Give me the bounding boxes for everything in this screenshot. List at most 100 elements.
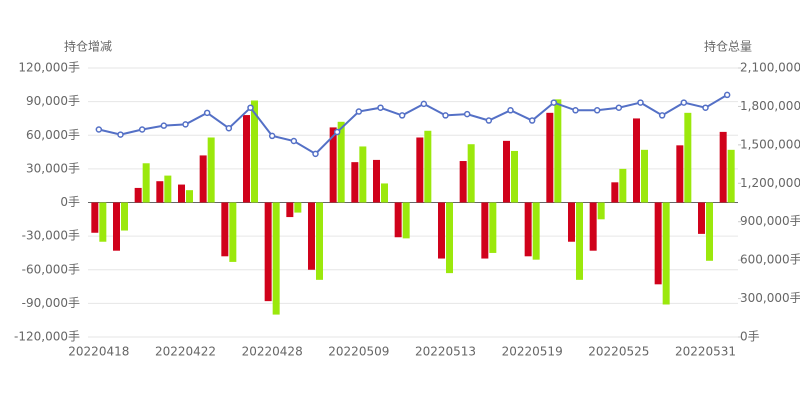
bar [641,149,648,203]
bar [619,168,627,203]
line-point [312,150,319,158]
line-point [268,132,276,140]
y-tick-label: -120,000手 [14,330,80,344]
bar [511,150,518,203]
bar [676,145,684,203]
bar [199,155,207,203]
line-point [398,112,406,119]
bar [546,112,554,203]
bar [438,202,445,259]
bar [99,202,107,242]
line-point [377,104,384,111]
x-tick-label: 20220422 [155,345,216,359]
y-tick-label: -90,000手 [22,296,80,310]
bar [156,181,164,203]
bar [316,202,323,280]
y2-axis-title: 持仓总量 [704,39,752,54]
line-point [95,126,103,133]
line-point [723,91,731,99]
line-point [333,128,341,136]
bar [524,202,532,257]
line-point [182,121,189,128]
y2-tick-label: 1,800,000手 [740,99,800,113]
line-point [160,122,168,129]
bar [329,127,337,203]
y2-tick-label: 900,000手 [740,214,800,228]
bar [719,131,727,203]
line-point [117,131,124,138]
bar [459,161,467,203]
bar [662,202,670,305]
bar [243,115,250,203]
x-tick-label: 20220509 [328,345,389,359]
y-axis-title: 持仓增减 [64,39,112,54]
bar [251,100,258,203]
bar [633,118,640,203]
bar [373,159,380,203]
bar [416,137,424,203]
bar [706,202,713,261]
bar [178,184,185,203]
line-point [507,107,514,114]
bar [576,202,583,280]
x-tick-label: 20220531 [675,345,736,359]
bar [424,130,432,203]
line-point [680,99,688,106]
bar [91,202,99,233]
line-point [225,124,233,132]
bar [402,202,410,239]
bar [611,182,619,203]
bar [272,202,280,315]
bar [264,202,272,302]
bar [286,202,294,218]
line-point [463,110,471,118]
line-point [290,137,298,145]
bar [684,112,692,203]
y2-tick-label: 1,200,000手 [740,176,800,190]
bar [554,99,562,203]
bar [121,202,128,231]
y-tick-label: 120,000手 [18,61,80,75]
bar [229,202,237,262]
line-point [658,112,666,119]
bar [597,202,605,220]
line-point [485,117,493,124]
bar [654,202,662,285]
bar [337,121,345,203]
y-tick-label: 0手 [60,195,80,209]
bar [467,144,475,203]
line-point [420,100,428,108]
y2-tick-label: 0手 [740,330,760,344]
line-point [550,99,558,106]
line-point [138,126,146,133]
bar [489,202,497,253]
bar [186,190,193,203]
bar [134,187,142,203]
line-point [637,99,644,106]
y-tick-label: -60,000手 [22,262,80,276]
bar [113,202,120,251]
y2-tick-label: 300,000手 [740,291,800,305]
bar [532,202,540,260]
line-point [702,104,709,111]
bar [394,202,402,238]
bar [359,146,367,203]
line [98,94,728,156]
y2-tick-label: 2,100,000手 [740,61,800,75]
bar [142,163,150,203]
line-point [572,107,579,114]
y-tick-label: -30,000手 [22,229,80,243]
bar [221,202,229,257]
x-tick-label: 20220519 [502,345,563,359]
x-tick-label: 20220513 [415,345,476,359]
x-tick-label: 20220525 [588,345,649,359]
line-point [593,107,601,114]
line-point [442,112,449,119]
line-point [528,117,536,124]
bar [446,202,453,274]
line-point [247,104,254,111]
bar [698,202,705,234]
bar [568,202,575,242]
line-point [203,109,211,117]
